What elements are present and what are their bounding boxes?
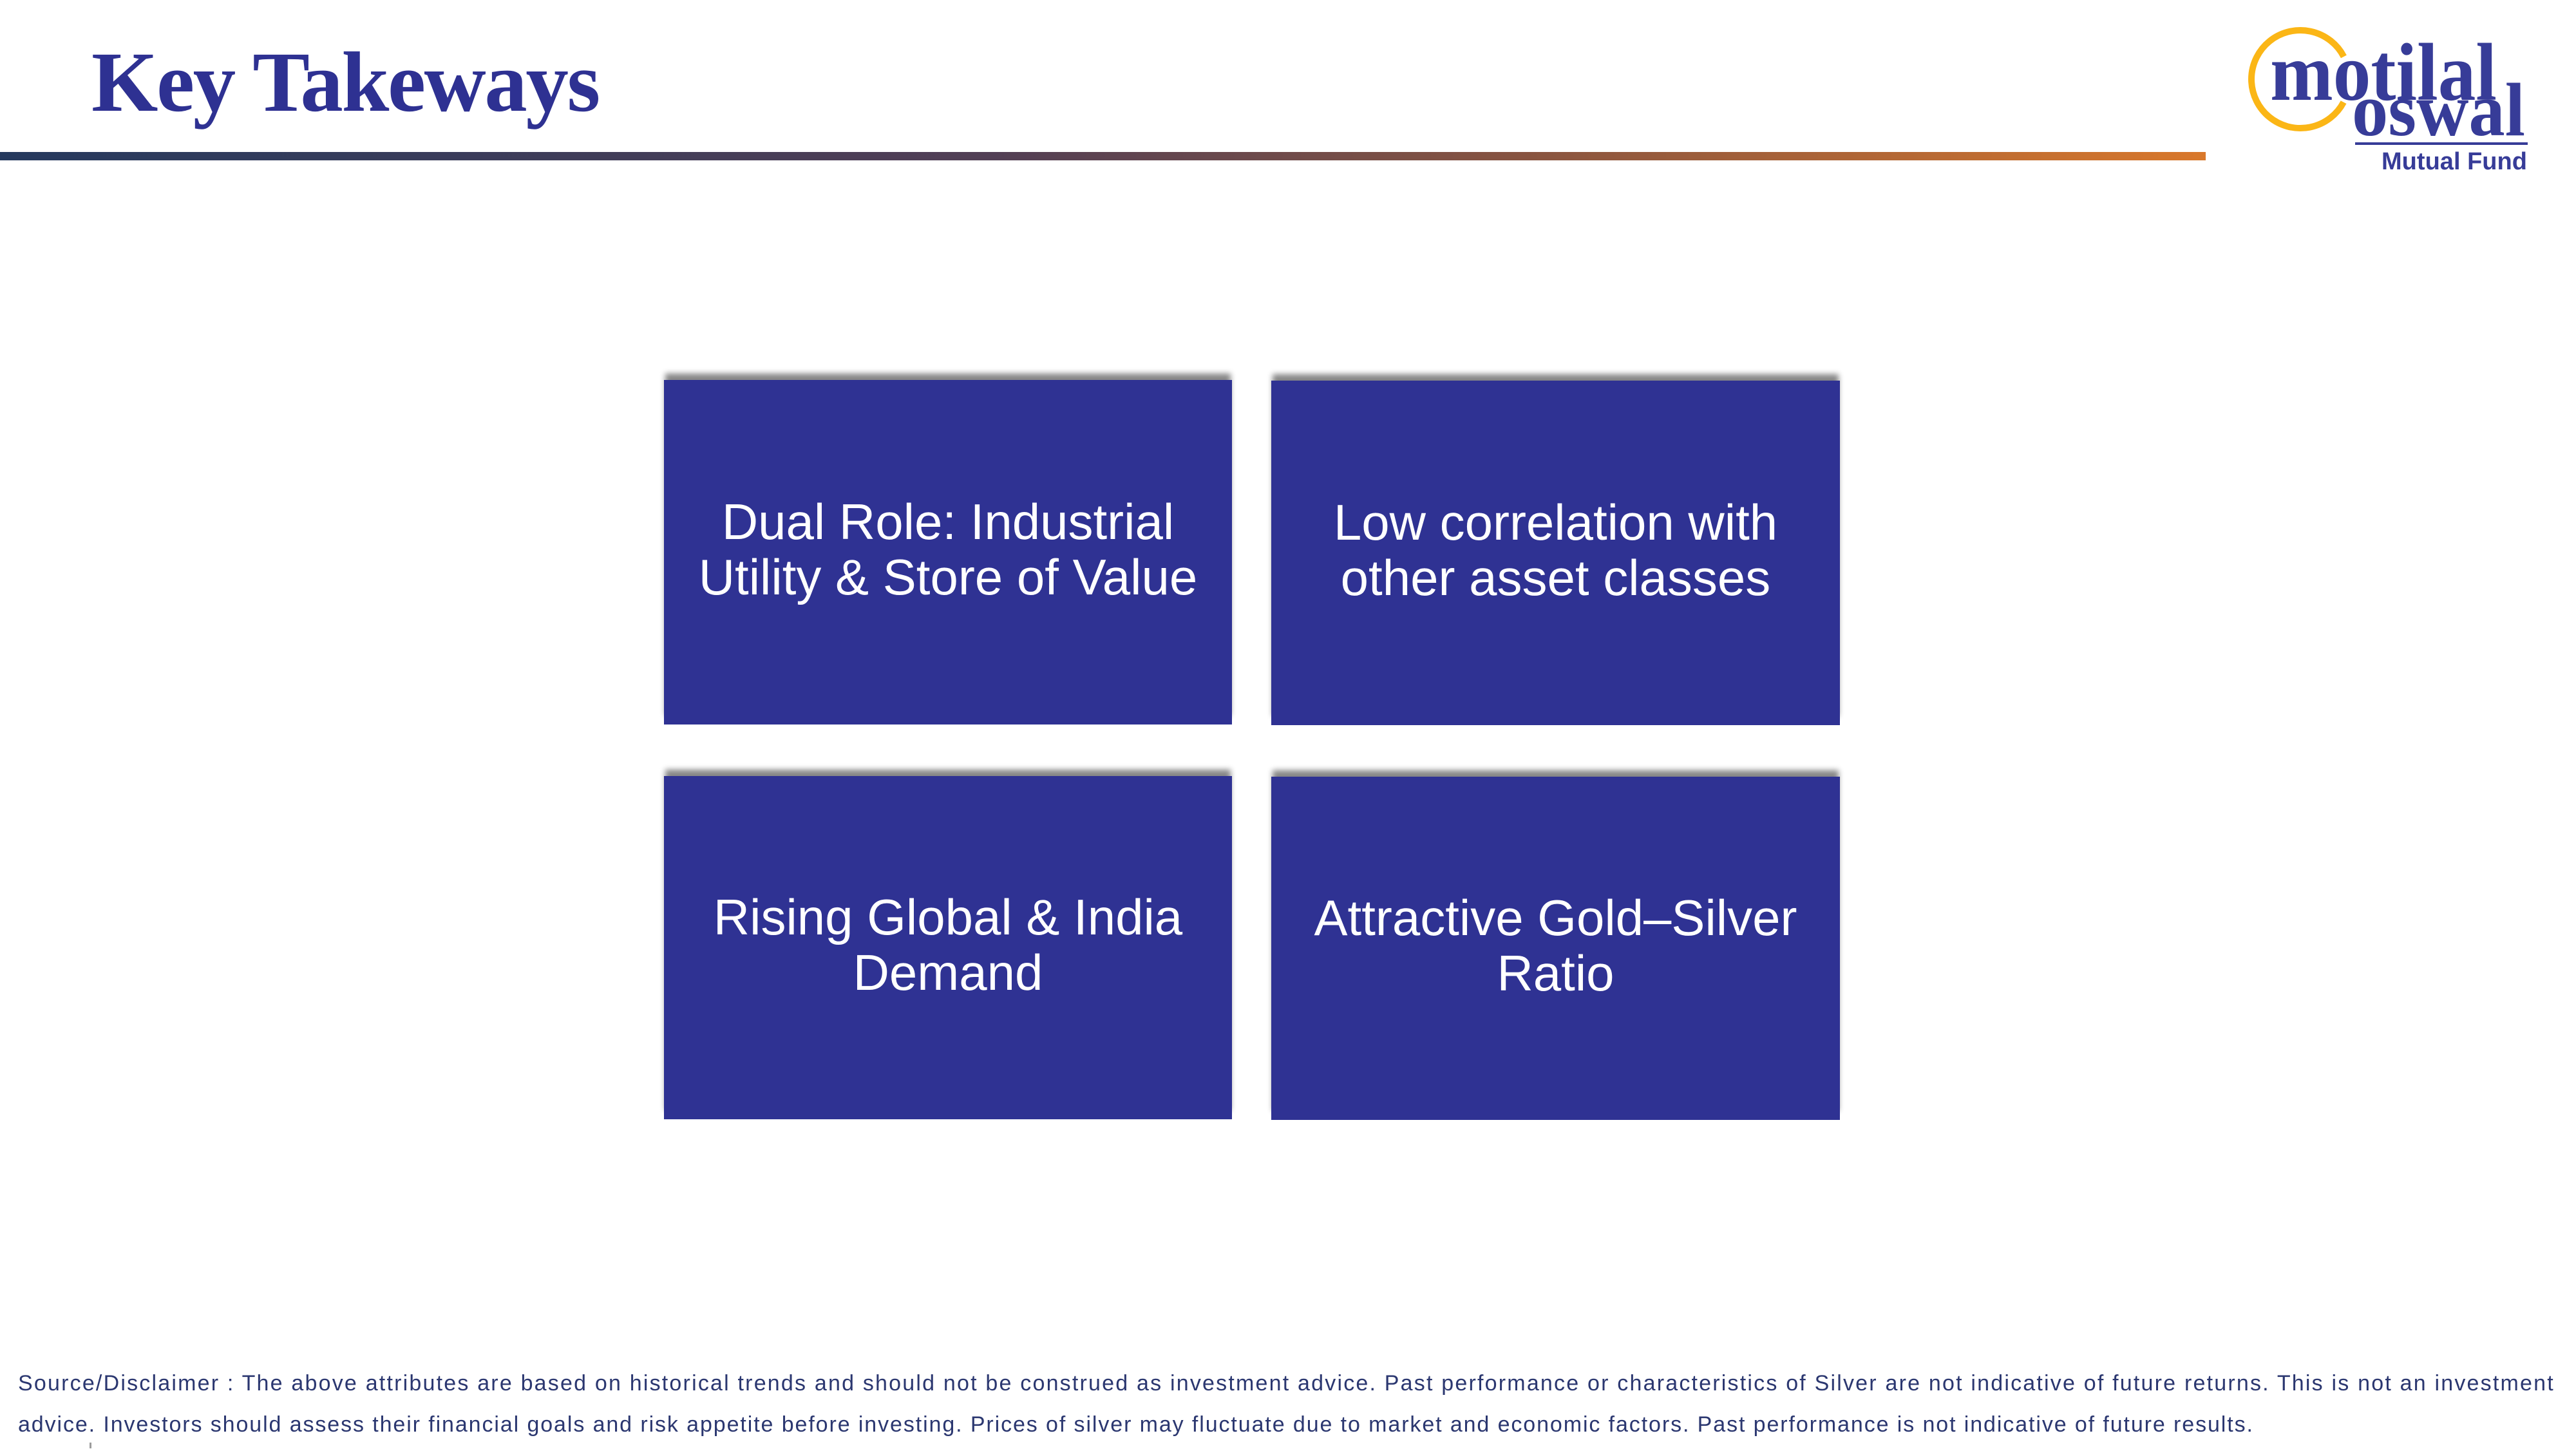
svg-text:oswal: oswal bbox=[2352, 68, 2525, 152]
svg-text:Mutual Fund: Mutual Fund bbox=[2382, 148, 2527, 175]
svg-text:motilal: motilal bbox=[2270, 28, 2497, 118]
